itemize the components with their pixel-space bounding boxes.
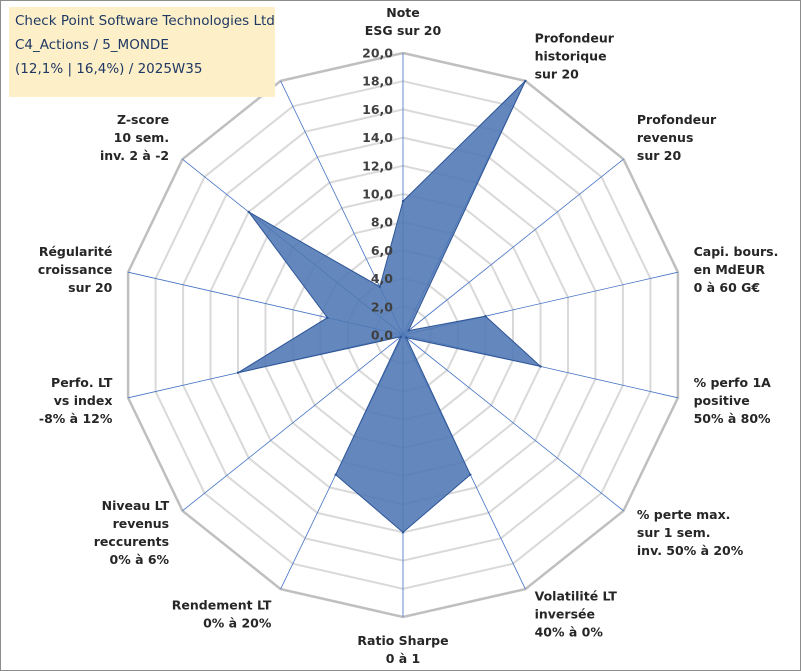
axis-label-1-line-1: historique xyxy=(535,49,607,64)
chart-title-line-2: C4_Actions / 5_MONDE xyxy=(15,37,169,53)
axis-label-2-line-2: sur 20 xyxy=(637,148,682,163)
axis-label-9: Niveau LT revenus reccurents 0% à 6% xyxy=(94,498,170,567)
data-point-7 xyxy=(401,531,405,534)
axis-label-8: Rendement LT 0% à 20% xyxy=(172,597,272,630)
axis-label-11-line-1: croissance xyxy=(38,262,113,277)
axis-label-5-line-0: % perte max. xyxy=(637,507,731,522)
axis-label-0-line-0: Note xyxy=(386,5,420,20)
axis-label-2-line-0: Profondeur xyxy=(637,112,717,127)
axis-label-8-line-0: Rendement LT xyxy=(172,597,272,612)
axis-label-10-line-0: Perfo. LT xyxy=(51,375,113,390)
axis-label-6: Volatilité LT inversée 40% à 0% xyxy=(535,588,618,639)
data-point-0 xyxy=(401,199,405,203)
data-point-9 xyxy=(399,335,402,338)
axis-label-4-line-2: 50% à 80% xyxy=(694,411,771,426)
data-point-13 xyxy=(378,285,381,288)
chart-title-line-3: (12,1% | 16,4%) / 2025W35 xyxy=(15,61,203,77)
axis-spoke-9 xyxy=(182,334,404,512)
axis-label-3-line-0: Capi. bours. xyxy=(694,244,779,259)
tick-label-2: 4,0 xyxy=(371,271,393,286)
data-point-5 xyxy=(405,336,408,339)
axis-label-1-line-0: Profondeur xyxy=(535,31,615,46)
axis-label-12-line-2: inv. 2 à -2 xyxy=(100,148,169,163)
axis-label-7-line-0: Ratio Sharpe xyxy=(357,633,448,648)
axis-label-3-line-2: 0 à 60 G€ xyxy=(694,280,761,295)
tick-label-8: 16,0 xyxy=(362,102,393,117)
axis-label-5: % perte max. sur 1 sem. inv. 50% à 20% xyxy=(637,507,744,558)
axis-label-9-line-1: revenus xyxy=(113,516,170,531)
axis-label-6-line-2: 40% à 0% xyxy=(535,624,604,639)
tick-label-6: 12,0 xyxy=(362,158,393,173)
axis-label-0: Note ESG sur 20 xyxy=(365,5,442,38)
data-point-12 xyxy=(247,210,250,214)
axis-label-11-line-0: Régularité xyxy=(39,244,113,259)
axis-label-1-line-2: sur 20 xyxy=(535,67,580,82)
data-point-4 xyxy=(539,365,542,368)
axis-label-3: Capi. bours. en MdEUR 0 à 60 G€ xyxy=(694,244,779,295)
data-point-3 xyxy=(484,315,487,318)
tick-label-0: 0,0 xyxy=(371,328,393,343)
axis-label-7-line-1: 0 à 1 xyxy=(386,651,421,666)
axis-label-3-line-1: en MdEUR xyxy=(694,262,766,277)
data-point-10 xyxy=(236,371,240,374)
axis-label-11: Régularité croissance sur 20 xyxy=(38,244,113,295)
axis-label-1: Profondeur historique sur 20 xyxy=(535,31,615,82)
axis-label-9-line-0: Niveau LT xyxy=(102,498,170,513)
data-point-2 xyxy=(407,329,410,332)
axis-label-7: Ratio Sharpe 0 à 1 xyxy=(357,633,448,666)
axis-label-10-line-2: -8% à 12% xyxy=(39,411,113,426)
tick-label-7: 14,0 xyxy=(362,130,393,145)
axis-label-4: % perfo 1A positive 50% à 80% xyxy=(694,375,772,426)
tick-label-1: 2,0 xyxy=(371,299,393,314)
axis-label-4-line-1: positive xyxy=(694,393,750,408)
axis-label-6-line-0: Volatilité LT xyxy=(535,588,618,603)
axis-label-5-line-2: inv. 50% à 20% xyxy=(637,543,744,558)
tick-label-5: 10,0 xyxy=(362,187,393,202)
data-point-8 xyxy=(334,473,337,476)
tick-label-3: 6,0 xyxy=(371,243,393,258)
data-point-6 xyxy=(469,473,472,476)
axis-label-4-line-0: % perfo 1A xyxy=(694,375,772,390)
axis-label-6-line-1: inversée xyxy=(535,606,595,621)
chart-title-box: Check Point Software Technologies Ltd C4… xyxy=(9,7,275,97)
data-point-11 xyxy=(326,316,329,319)
axis-label-9-line-3: 0% à 6% xyxy=(110,552,170,567)
axis-spoke-5 xyxy=(402,334,624,512)
axis-label-10: Perfo. LT vs index -8% à 12% xyxy=(39,375,113,426)
axis-label-12-line-1: 10 sem. xyxy=(114,130,169,145)
tick-label-4: 8,0 xyxy=(371,215,393,230)
axis-label-12: Z-score 10 sem. inv. 2 à -2 xyxy=(100,112,169,163)
tick-label-9: 18,0 xyxy=(362,74,393,89)
axis-label-8-line-1: 0% à 20% xyxy=(203,615,272,630)
axis-label-10-line-1: vs index xyxy=(54,393,113,408)
axis-label-0-line-1: ESG sur 20 xyxy=(365,23,442,38)
axis-label-12-line-0: Z-score xyxy=(117,112,169,127)
axis-label-9-line-2: reccurents xyxy=(94,534,169,549)
axis-label-11-line-2: sur 20 xyxy=(68,280,113,295)
data-point-1 xyxy=(524,79,527,83)
tick-label-10: 20,0 xyxy=(362,46,393,61)
axis-label-5-line-1: sur 1 sem. xyxy=(637,525,711,540)
axis-label-2: Profondeur revenus sur 20 xyxy=(637,112,717,163)
axis-label-2-line-1: revenus xyxy=(637,130,694,145)
chart-title-line-1: Check Point Software Technologies Ltd xyxy=(15,13,275,29)
axis-spoke-2 xyxy=(402,158,624,336)
